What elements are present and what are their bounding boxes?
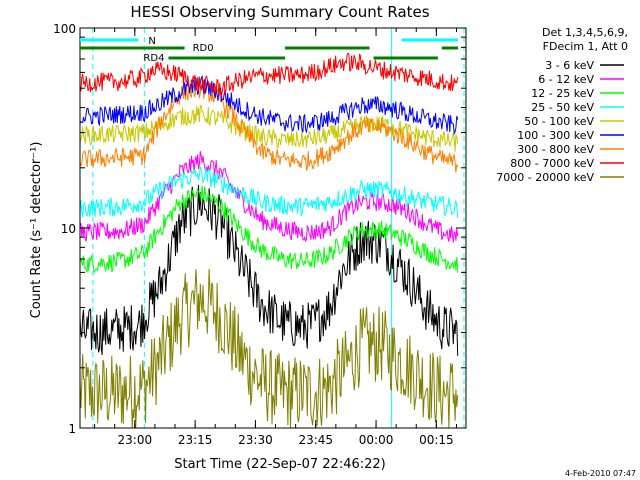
annotation-n: N xyxy=(148,36,155,47)
legend-header: FDecim 1, Att 0 xyxy=(543,40,628,53)
legend-label: 12 - 25 keV xyxy=(531,87,594,100)
legend-label: 50 - 100 keV xyxy=(524,115,594,128)
series-7000-20000kev xyxy=(79,268,459,429)
x-tick-label: 00:00 xyxy=(359,433,394,447)
legend-header: Det 1,3,4,5,6,9, xyxy=(542,26,628,39)
legend-label: 3 - 6 keV xyxy=(545,59,594,72)
x-tick-label: 00:15 xyxy=(419,433,454,447)
annotations: N RD4 RD0 xyxy=(80,36,458,64)
axis-ticks: 23:00 23:15 23:30 23:45 00:00 00:15 1 10 100 xyxy=(53,22,466,447)
legend-label: 7000 - 20000 keV xyxy=(496,171,594,184)
annotation-rd0: RD0 xyxy=(193,43,214,54)
series-6-12kev xyxy=(79,151,459,243)
legend-label: 800 - 7000 keV xyxy=(510,157,594,170)
x-tick-label: 23:45 xyxy=(298,433,333,447)
legend-label: 6 - 12 keV xyxy=(538,73,594,86)
y-axis-label: Count Rate (s⁻¹ detector⁻¹) xyxy=(29,142,44,319)
series-12-25kev xyxy=(79,185,459,275)
legend-label: 300 - 800 keV xyxy=(517,143,594,156)
legend: Det 1,3,4,5,6,9,FDecim 1, Att 0 3 - 6 keV… xyxy=(496,26,628,184)
series-100-300kev xyxy=(79,74,459,136)
legend-label: 100 - 300 keV xyxy=(517,129,594,142)
series-3-6kev xyxy=(79,184,459,356)
series-800-7000kev xyxy=(79,52,459,98)
x-tick-label: 23:00 xyxy=(118,433,153,447)
series-50-100kev xyxy=(79,105,459,152)
plot-area xyxy=(79,28,465,429)
annotation-rd4: RD4 xyxy=(143,53,164,64)
x-tick-label: 23:30 xyxy=(238,433,273,447)
x-axis-label: Start Time (22-Sep-07 22:46:22) xyxy=(174,457,385,472)
y-tick-label: 1 xyxy=(68,422,76,436)
y-tick-label: 10 xyxy=(61,222,76,236)
series-25-50kev xyxy=(79,166,459,219)
chart-title: HESSI Observing Summary Count Rates xyxy=(130,3,429,21)
y-tick-label: 100 xyxy=(53,22,76,36)
timestamp: 4-Feb-2010 07:47 xyxy=(565,469,636,478)
legend-label: 25 - 50 keV xyxy=(531,101,594,114)
series-300-800kev xyxy=(79,78,459,173)
x-tick-label: 23:15 xyxy=(178,433,213,447)
